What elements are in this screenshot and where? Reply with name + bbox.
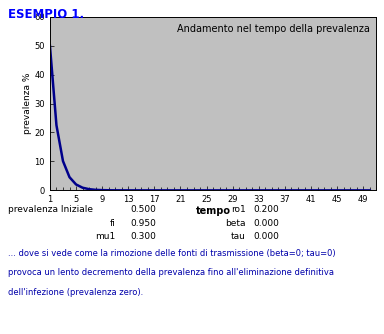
Text: provoca un lento decremento della prevalenza fino all'eliminazione definitiva: provoca un lento decremento della preval… (8, 268, 334, 277)
Text: beta: beta (225, 219, 246, 228)
Text: ro1: ro1 (231, 205, 246, 214)
Text: 0.000: 0.000 (253, 219, 279, 228)
Text: 0.000: 0.000 (253, 232, 279, 241)
Text: dell'infezione (prevalenza zero).: dell'infezione (prevalenza zero). (8, 288, 143, 297)
Text: prevalenza Iniziale: prevalenza Iniziale (8, 205, 93, 214)
Text: 0.300: 0.300 (131, 232, 156, 241)
Text: ... dove si vede come la rimozione delle fonti di trasmissione (beta=0; tau=0): ... dove si vede come la rimozione delle… (8, 249, 335, 258)
Text: ESEMPIO 1.: ESEMPIO 1. (8, 8, 84, 21)
Text: mu1: mu1 (95, 232, 115, 241)
Text: fi: fi (109, 219, 115, 228)
Y-axis label: prevalenza %: prevalenza % (23, 73, 31, 134)
Text: 0.950: 0.950 (131, 219, 156, 228)
X-axis label: tempo: tempo (195, 206, 231, 216)
Text: 0.200: 0.200 (253, 205, 279, 214)
Text: tau: tau (231, 232, 246, 241)
Text: 0.500: 0.500 (131, 205, 156, 214)
Text: Andamento nel tempo della prevalenza: Andamento nel tempo della prevalenza (177, 24, 370, 34)
